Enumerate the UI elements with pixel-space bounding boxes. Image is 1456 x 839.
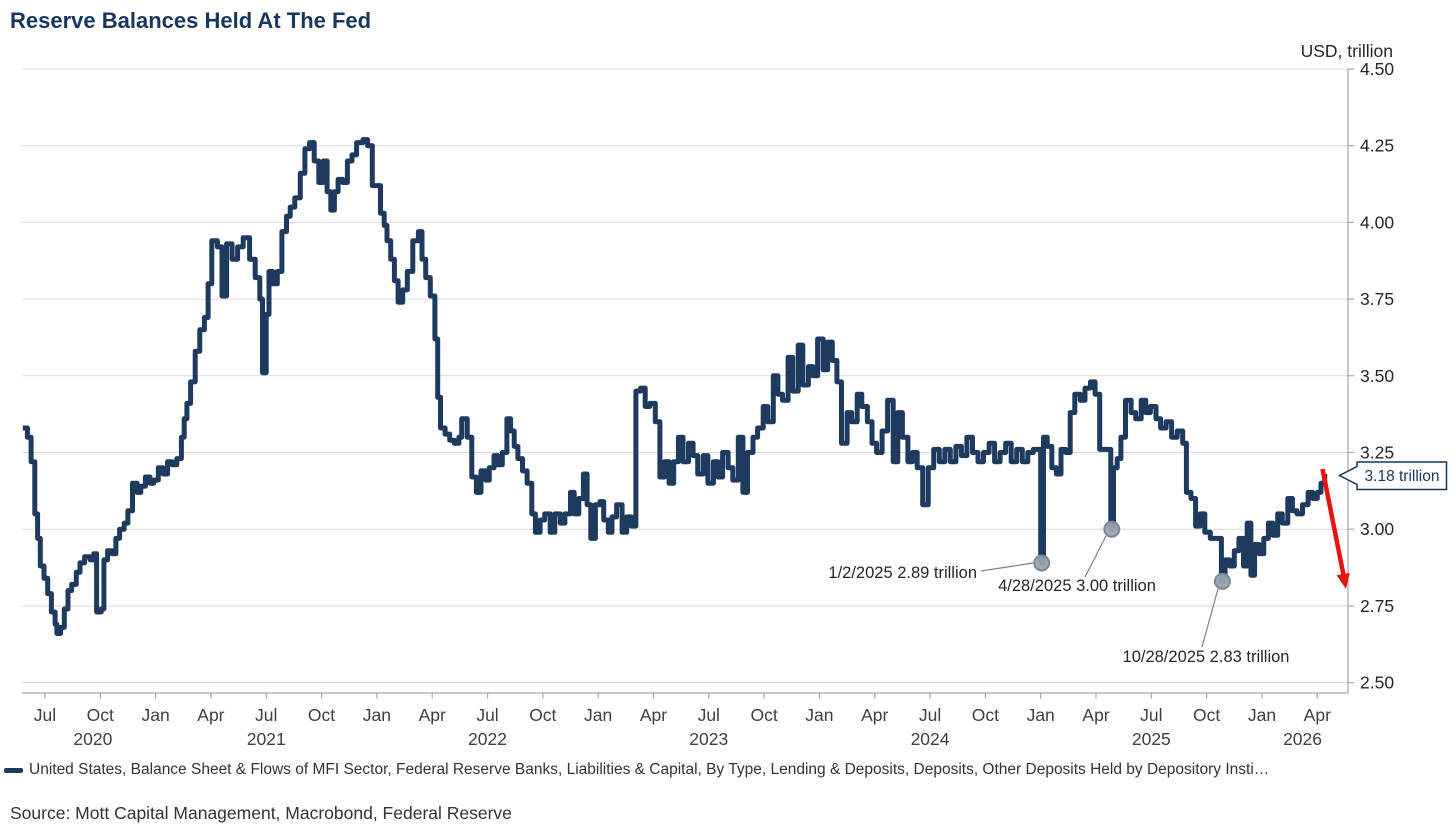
x-tick-label: Jul	[255, 705, 277, 725]
annotation-label: 4/28/2025 3.00 trillion	[998, 577, 1156, 595]
annotation-leader-line	[1084, 535, 1107, 578]
value-callout: 3.18 trillion	[1337, 461, 1448, 491]
x-axis-ticks: Jul Oct Jan Apr Jul Oct Jan Apr Jul Oct Jan Apr Jul O…	[34, 693, 1331, 749]
legend-line-swatch	[4, 767, 23, 773]
x-tick-label: Jan	[141, 705, 169, 725]
x-tick-label: Jul	[34, 705, 56, 725]
y-tick-label: 4.25	[1360, 136, 1394, 156]
x-tick-label: Jan	[805, 705, 833, 725]
trend-arrow	[1320, 468, 1350, 589]
chart-title: Reserve Balances Held At The Fed	[10, 8, 372, 33]
annotation-dot	[1033, 554, 1051, 572]
x-tick-label: Apr	[197, 705, 224, 725]
x-year-label: 2020	[73, 729, 112, 749]
legend: United States, Balance Sheet & Flows of …	[4, 761, 1454, 779]
callout-label: 3.18 trillion	[1365, 468, 1440, 485]
source-text: Source: Mott Capital Management, Macrobo…	[10, 803, 512, 823]
grid-lines	[22, 68, 1348, 684]
axes	[22, 69, 1349, 694]
annotation-label: 1/2/2025 2.89 trillion	[828, 564, 977, 582]
annotations: 1/2/2025 2.89 trillion 4/28/2025 3.00 tri…	[828, 520, 1290, 666]
x-year-label: 2022	[468, 729, 507, 749]
x-year-label: 2021	[247, 729, 286, 749]
annotation-label: 10/28/2025 2.83 trillion	[1123, 648, 1290, 666]
trend-arrow-shaft	[1320, 468, 1346, 576]
x-tick-label: Apr	[1304, 705, 1331, 725]
x-tick-label: Jul	[919, 705, 941, 725]
x-tick-label: Jan	[363, 705, 391, 725]
x-tick-label: Oct	[750, 705, 777, 725]
x-tick-label: Apr	[1082, 705, 1109, 725]
y-tick-label: 3.50	[1360, 366, 1394, 386]
annotation-dot	[1103, 520, 1121, 538]
x-tick-label: Apr	[640, 705, 667, 725]
annotation-leader-line	[1201, 588, 1219, 648]
callout-box	[1337, 461, 1448, 491]
x-tick-label: Jan	[584, 705, 612, 725]
x-tick-label: Oct	[308, 705, 335, 725]
x-tick-label: Jul	[698, 705, 720, 725]
x-year-label: 2024	[911, 729, 950, 749]
annotation-dot	[1213, 572, 1231, 590]
x-year-label: 2025	[1132, 729, 1171, 749]
legend-label: United States, Balance Sheet & Flows of …	[29, 761, 1270, 778]
y-tick-label: 2.75	[1360, 596, 1394, 616]
x-tick-label: Oct	[87, 705, 114, 725]
y-axis-unit-label: USD, trillion	[1300, 41, 1393, 61]
x-tick-label: Jan	[1027, 705, 1055, 725]
y-axis-ticks: 2.50 2.75 3.00 3.25 3.50 3.75 4.00 4.25 4.50	[1348, 59, 1394, 693]
y-tick-label: 4.00	[1360, 212, 1394, 232]
x-tick-label: Oct	[529, 705, 556, 725]
x-year-label: 2026	[1283, 729, 1322, 749]
trend-arrow-head	[1336, 572, 1350, 589]
x-tick-label: Jul	[1140, 705, 1162, 725]
y-tick-label: 2.50	[1360, 673, 1394, 693]
x-tick-label: Oct	[1193, 705, 1220, 725]
x-tick-label: Jan	[1248, 705, 1276, 725]
y-tick-label: 3.25	[1360, 443, 1394, 463]
x-year-label: 2023	[689, 729, 728, 749]
y-tick-label: 4.50	[1360, 59, 1394, 79]
x-tick-label: Oct	[972, 705, 999, 725]
x-tick-label: Apr	[861, 705, 888, 725]
y-tick-label: 3.75	[1360, 289, 1394, 309]
y-tick-label: 3.00	[1360, 519, 1394, 539]
annotation-leader-line	[980, 562, 1034, 572]
x-tick-label: Jul	[476, 705, 498, 725]
series-step-line	[22, 137, 1328, 636]
x-tick-label: Apr	[419, 705, 446, 725]
